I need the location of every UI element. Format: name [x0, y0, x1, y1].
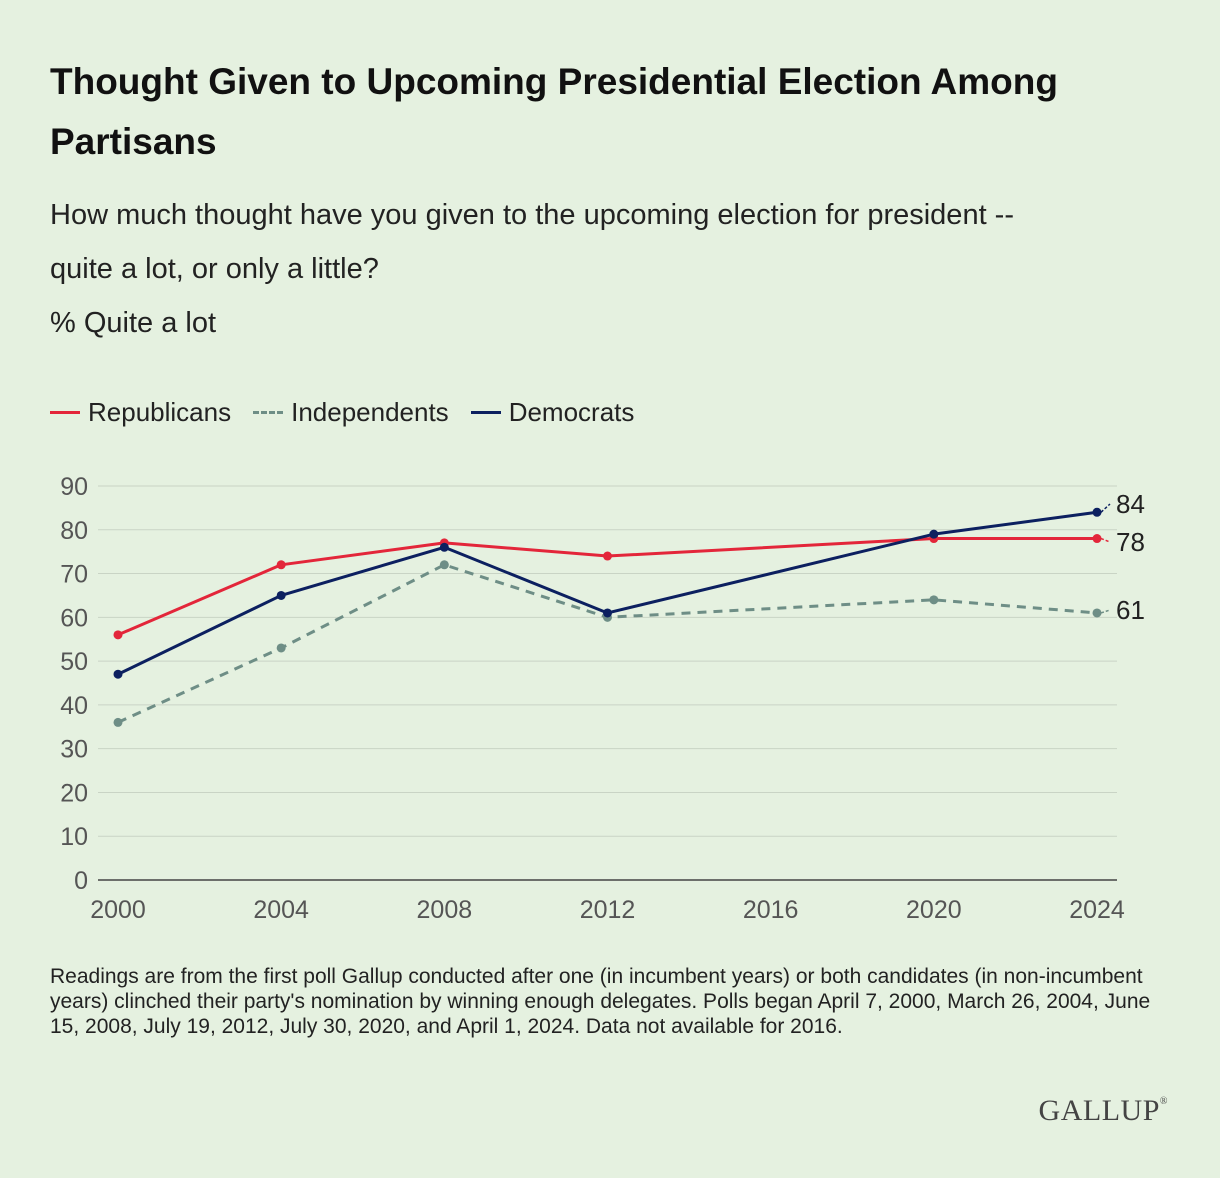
x-tick-label: 2024 [1069, 896, 1125, 924]
data-point-republicans [603, 551, 612, 561]
chart-title: Thought Given to Upcoming Presidential E… [50, 61, 1058, 162]
end-label-leader [1100, 537, 1111, 543]
end-label-democrats: 84 [1116, 489, 1145, 519]
y-tick-label: 90 [60, 473, 88, 501]
question-line-2: quite a lot, or only a little? [50, 253, 379, 285]
data-point-democrats [113, 669, 123, 679]
legend-item-republicans: Republicans [50, 397, 231, 428]
x-axis-ticks: 2000 2004 2008 2012 2016 2020 2024 [90, 896, 1125, 924]
end-label-leader [1100, 503, 1111, 513]
legend-label-democrats: Democrats [508, 396, 635, 427]
data-point-democrats [1092, 507, 1102, 517]
y-tick-label: 50 [60, 648, 88, 676]
measure-label: % Quite a lot [50, 307, 217, 339]
footnote: Readings are from the first poll Gallup … [50, 965, 1151, 1038]
series-line-republicans [117, 537, 1097, 637]
x-tick-label: 2000 [90, 896, 146, 924]
legend-swatch-democrats [470, 410, 501, 414]
data-point-republicans [1092, 534, 1102, 544]
x-tick-label: 2008 [417, 896, 473, 924]
line-chart: 0 10 20 30 40 50 60 70 80 90 2000 2004 2008 2012 2016… [60, 473, 1145, 924]
logo-text: GALLUP [1038, 1094, 1160, 1127]
chart-subtitle: How much thought have you given to the u… [50, 188, 1170, 350]
gallup-logo: GALLUP® [1038, 1094, 1168, 1127]
y-tick-label: 30 [60, 736, 88, 764]
series-lines [113, 507, 1102, 727]
end-label-independents: 61 [1116, 595, 1145, 625]
data-point-independents [929, 595, 939, 605]
series-line-independents [117, 563, 1098, 724]
x-tick-label: 2012 [580, 896, 636, 924]
legend-item-democrats: Democrats [470, 396, 635, 428]
y-tick-label: 60 [60, 604, 88, 632]
series-republicans [113, 534, 1102, 640]
data-point-independents [1092, 608, 1102, 618]
y-tick-label: 80 [60, 517, 88, 545]
x-tick-label: 2020 [906, 896, 962, 924]
data-point-republicans [276, 560, 286, 570]
gridlines [98, 485, 1117, 881]
data-point-democrats [276, 590, 286, 600]
data-point-democrats [603, 608, 612, 618]
x-tick-label: 2004 [253, 896, 309, 924]
end-labels: 78 61 84 [1100, 489, 1145, 625]
data-point-republicans [113, 630, 123, 640]
data-point-democrats [439, 542, 449, 552]
y-tick-label: 0 [74, 867, 88, 895]
legend-swatch-republicans [50, 410, 80, 414]
y-tick-label: 10 [60, 823, 88, 851]
legend-swatch-independents [253, 410, 284, 414]
y-axis-ticks: 0 10 20 30 40 50 60 70 80 90 [60, 473, 88, 895]
y-tick-label: 40 [60, 692, 88, 720]
legend-item-independents: Independents [253, 397, 449, 428]
data-point-independents [113, 717, 123, 727]
legend-label-independents: Independents [291, 396, 449, 427]
y-tick-label: 70 [60, 561, 88, 589]
series-democrats [113, 507, 1102, 679]
series-independents [113, 560, 1102, 727]
y-tick-label: 20 [60, 779, 88, 807]
data-point-democrats [929, 529, 939, 539]
data-point-independents [439, 560, 449, 570]
end-label-leader [1100, 609, 1111, 614]
x-tick-label: 2016 [743, 896, 799, 924]
chart-legend: Republicans Independents Democrats [50, 392, 656, 432]
question-line-1: How much thought have you given to the u… [50, 199, 1014, 231]
data-point-independents [276, 643, 286, 653]
legend-label-republicans: Republicans [88, 396, 232, 427]
series-line-democrats [117, 510, 1098, 676]
end-label-republicans: 78 [1116, 527, 1145, 557]
